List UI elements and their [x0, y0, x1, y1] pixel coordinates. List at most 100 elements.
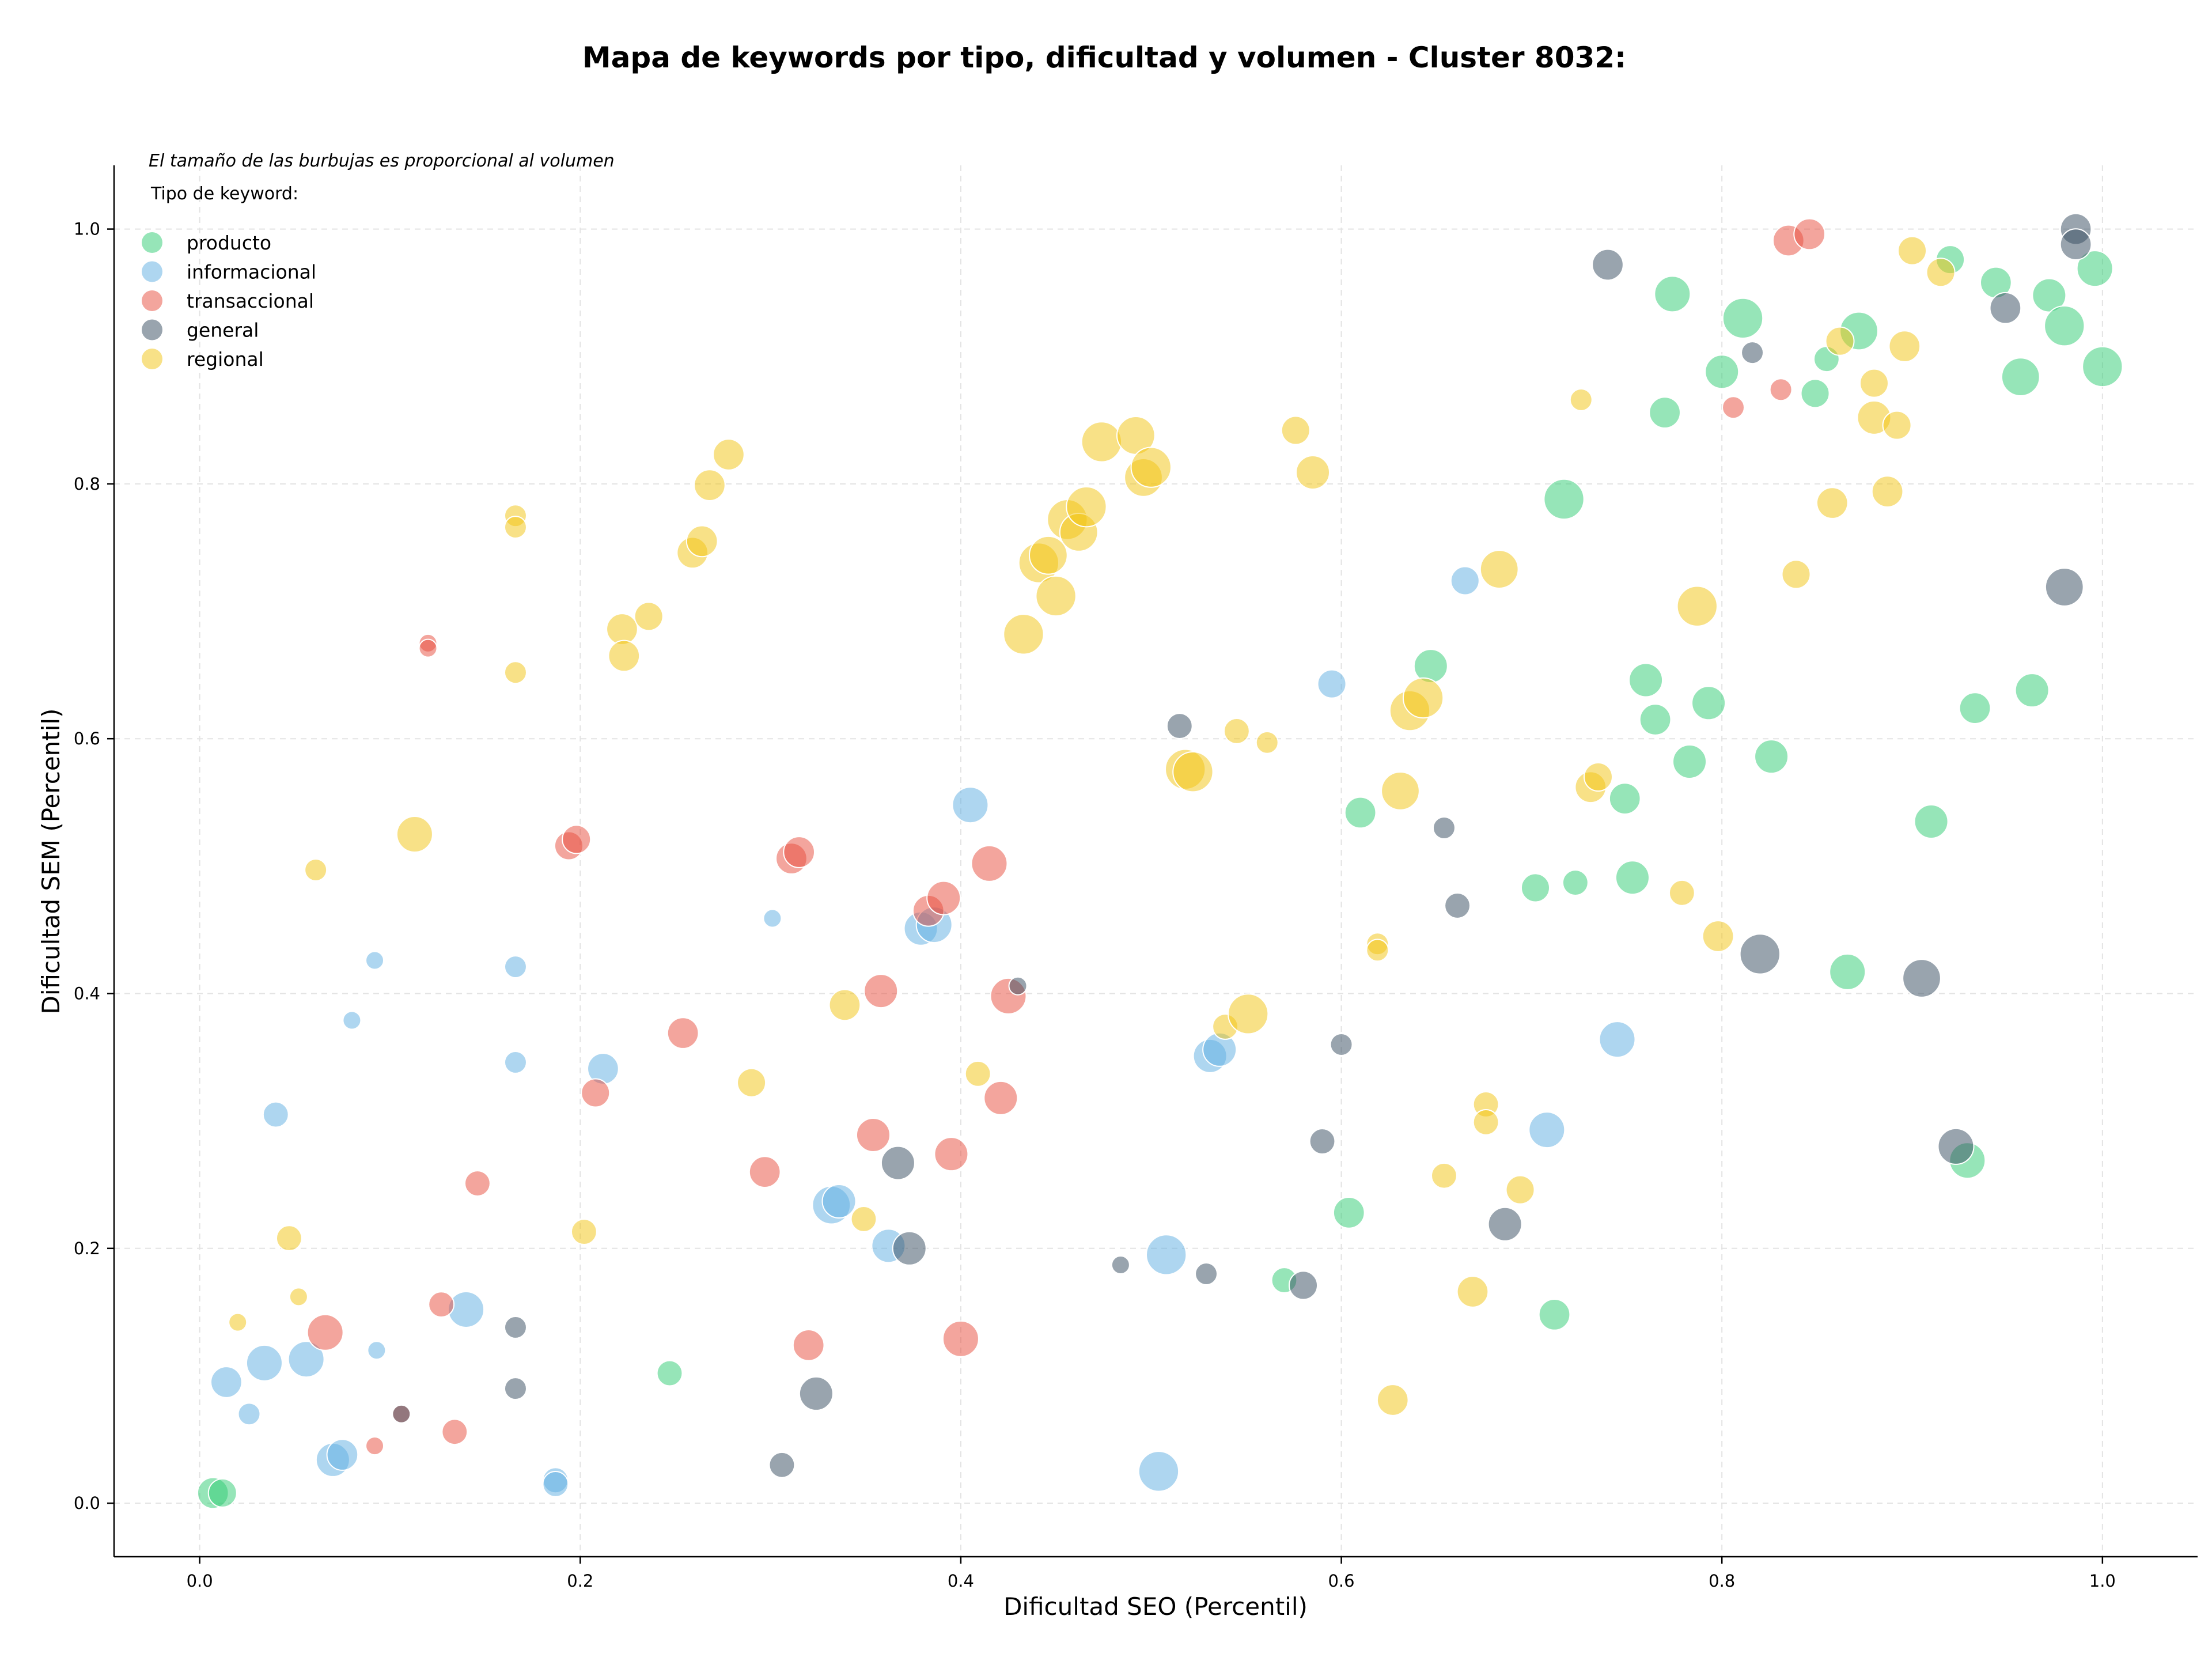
legend-label: informacional — [187, 261, 316, 283]
x-tick-label: 1.0 — [2089, 1571, 2116, 1591]
y-tick-label: 0.0 — [74, 1493, 100, 1513]
bubble-point — [1569, 388, 1593, 411]
bubble-point — [1130, 447, 1172, 488]
legend-marker — [142, 319, 162, 340]
bubble-point — [1691, 686, 1726, 721]
bubble-point — [1897, 236, 1927, 266]
bubble-point — [581, 1078, 611, 1108]
bubble-point — [850, 1206, 877, 1232]
bubble-point — [237, 1402, 261, 1426]
bubble-point — [1444, 892, 1471, 919]
legend-marker — [142, 232, 162, 253]
bubble-point — [396, 816, 433, 853]
bubble-point — [2032, 278, 2067, 313]
bubble-point — [2044, 305, 2085, 347]
bubble-point — [1628, 663, 1664, 698]
bubble-point — [1008, 976, 1028, 996]
bubble-point — [562, 824, 592, 854]
bubble-point — [428, 1291, 455, 1318]
bubble-point — [1769, 378, 1793, 402]
bubble-point — [926, 880, 961, 915]
bubble-point — [275, 1225, 302, 1252]
bubble-point — [656, 1360, 683, 1387]
bubble-point — [365, 951, 385, 970]
bubble-point — [1722, 396, 1745, 419]
x-tick-label: 0.0 — [187, 1571, 213, 1591]
bubble-point — [685, 525, 718, 558]
bubble-point — [1902, 959, 1941, 998]
bubble-point — [1672, 744, 1707, 779]
legend-item-informacional: informacional — [142, 261, 316, 283]
bubble-point — [418, 638, 438, 658]
legend-label: transaccional — [187, 290, 314, 312]
bubble-point — [1366, 939, 1389, 962]
bubble-point — [1505, 1175, 1535, 1205]
bubble-point — [441, 1418, 468, 1446]
bubble-point — [1066, 486, 1107, 528]
bubble-point — [304, 858, 328, 881]
axis-ticks: 0.0 0.2 0.4 0.6 0.8 1.0 0.0 0.2 0.4 0.6 0.8 1.0 — [74, 220, 2116, 1591]
bubble-point — [289, 1287, 308, 1307]
bubble-point — [503, 955, 527, 979]
bubble-point — [342, 1011, 362, 1030]
bubble-point — [1608, 782, 1641, 815]
bubble-point — [964, 1060, 991, 1087]
bubble-point — [1829, 953, 1866, 990]
bubbles-layer — [196, 213, 2123, 1509]
series-transaccional — [306, 218, 1825, 1456]
bubble-point — [1825, 326, 1855, 356]
y-tick-label: 0.2 — [74, 1239, 100, 1258]
legend: Tipo de keyword: producto informacional tr… — [142, 184, 316, 370]
bubble-point — [952, 786, 989, 824]
bubble-point — [1599, 1021, 1636, 1058]
bubble-point — [1739, 933, 1781, 975]
bubble-point — [1472, 1108, 1499, 1136]
bubble-point — [1914, 804, 1949, 839]
bubble-point — [1296, 455, 1331, 490]
bubble-point — [1668, 879, 1695, 906]
x-tick-label: 0.2 — [567, 1571, 593, 1591]
bubble-point — [1402, 677, 1444, 719]
legend-item-transaccional: transaccional — [142, 290, 314, 312]
bubble-point — [2076, 250, 2113, 287]
bubble-point — [798, 1376, 834, 1411]
bubble-point — [1528, 1111, 1566, 1149]
bubble-point — [1705, 354, 1740, 389]
bubble-point — [1195, 1262, 1218, 1286]
bubble-point — [1450, 566, 1480, 596]
bubble-point — [1228, 993, 1269, 1035]
bubble-point — [763, 909, 782, 928]
legend-title: Tipo de keyword: — [150, 184, 298, 204]
bubble-point — [1562, 869, 1589, 896]
series-general — [392, 213, 2092, 1478]
bubble-point — [1376, 1384, 1409, 1416]
bubble-point — [768, 1451, 796, 1478]
bubble-point — [1639, 703, 1672, 736]
bubble-point — [1111, 1255, 1130, 1275]
y-tick-label: 0.8 — [74, 474, 100, 494]
bubble-point — [863, 974, 899, 1009]
bubble-point — [1859, 368, 1889, 398]
bubble-point — [1456, 1276, 1489, 1308]
bubble-point — [713, 438, 745, 471]
bubble-point — [1702, 920, 1734, 952]
bubble-point — [1926, 258, 1956, 287]
bubble-point — [1138, 1451, 1180, 1492]
y-axis-label: Dificultad SEM (Percentil) — [37, 709, 65, 1015]
legend-item-regional: regional — [142, 348, 264, 370]
bubble-point — [1520, 873, 1550, 903]
y-tick-label: 0.6 — [74, 729, 100, 748]
bubble-point — [367, 1341, 387, 1360]
bubble-point — [1800, 379, 1830, 408]
bubble-point — [1592, 248, 1624, 281]
bubble-point — [666, 1017, 699, 1049]
bubble-point — [1281, 415, 1310, 445]
bubble-point — [210, 1366, 243, 1398]
bubble-point — [1330, 1032, 1353, 1056]
bubble-point — [1959, 692, 1991, 724]
bubble-point — [1381, 771, 1420, 811]
bubble-point — [503, 1377, 527, 1401]
bubble-point — [503, 661, 527, 684]
bubble-point — [1722, 297, 1764, 339]
legend-marker — [142, 349, 162, 369]
